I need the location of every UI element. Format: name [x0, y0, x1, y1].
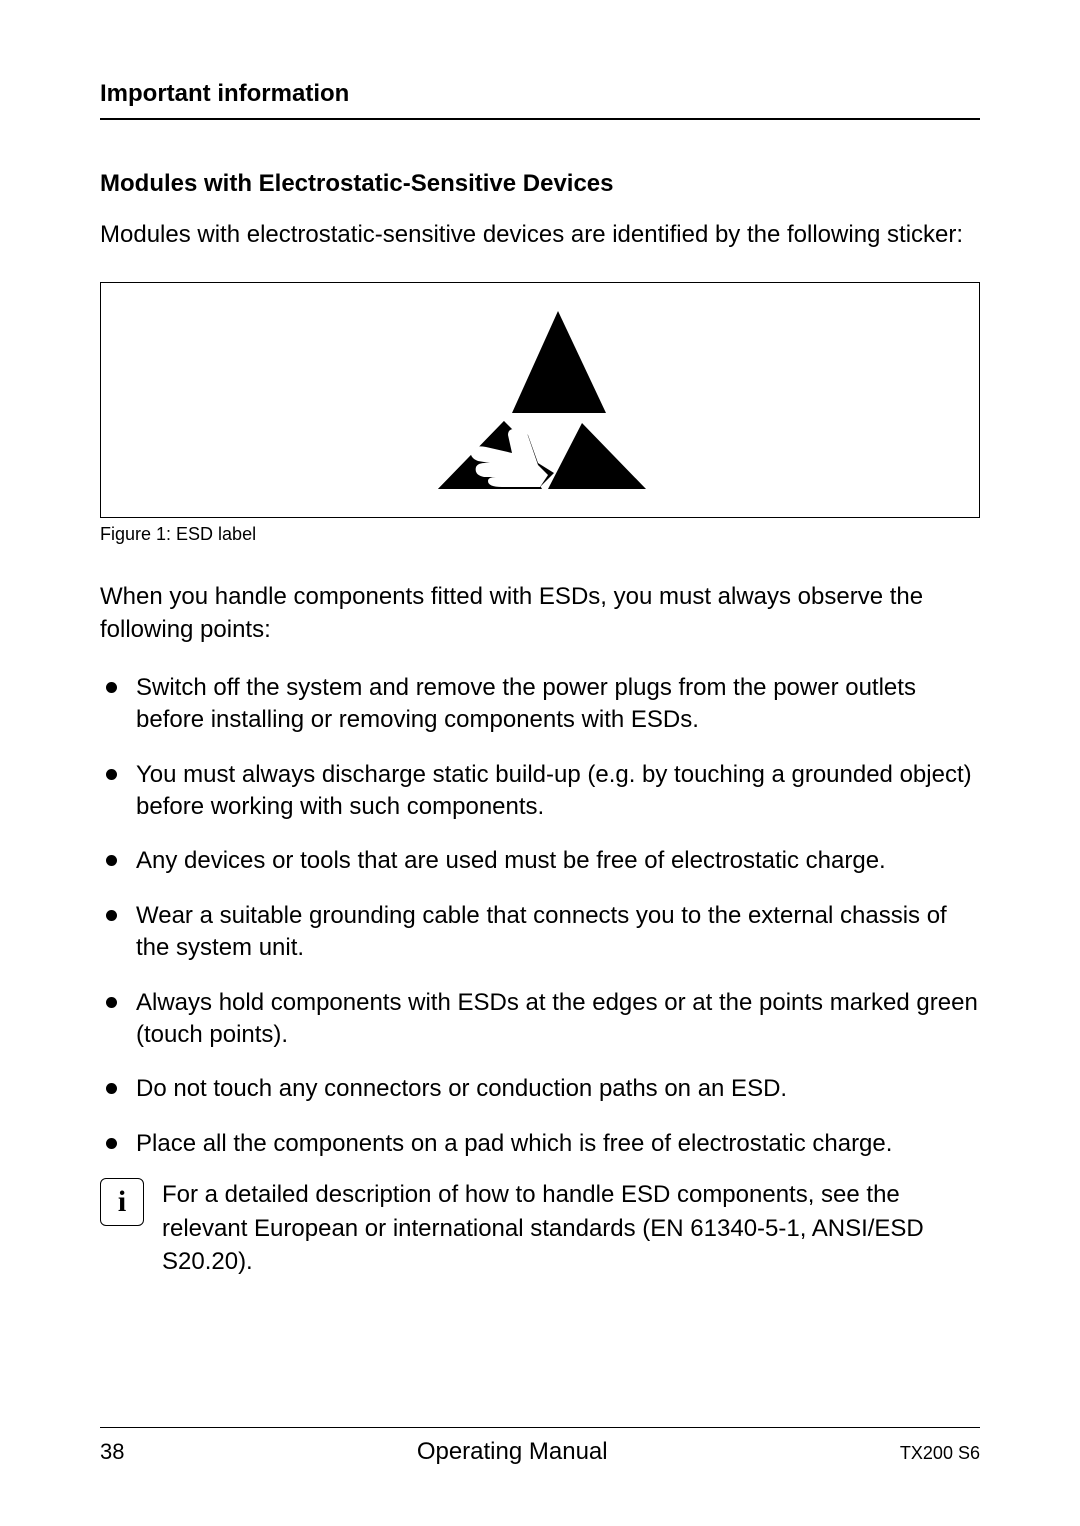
footer-model: TX200 S6: [900, 1443, 980, 1464]
bullet-lead-in: When you handle components fitted with E…: [100, 580, 980, 647]
footer-manual-title: Operating Manual: [417, 1438, 608, 1466]
page-footer: 38 Operating Manual TX200 S6: [100, 1427, 980, 1466]
section-intro-text: Modules with electrostatic-sensitive dev…: [100, 218, 980, 252]
esd-bullet-list: Switch off the system and remove the pow…: [100, 672, 980, 1160]
figure-container: [100, 282, 980, 518]
info-note: i For a detailed description of how to h…: [100, 1178, 980, 1279]
list-item: Place all the components on a pad which …: [100, 1128, 980, 1160]
info-note-text: For a detailed description of how to han…: [162, 1178, 980, 1279]
list-item: You must always discharge static build-u…: [100, 759, 980, 824]
info-icon: i: [100, 1178, 144, 1226]
list-item: Do not touch any connectors or conductio…: [100, 1073, 980, 1105]
list-item: Wear a suitable grounding cable that con…: [100, 900, 980, 965]
list-item: Any devices or tools that are used must …: [100, 845, 980, 877]
list-item: Switch off the system and remove the pow…: [100, 672, 980, 737]
esd-label-icon: [420, 305, 660, 495]
figure-caption: Figure 1: ESD label: [100, 524, 980, 545]
section-heading: Modules with Electrostatic-Sensitive Dev…: [100, 170, 980, 198]
list-item: Always hold components with ESDs at the …: [100, 987, 980, 1052]
page-header-title: Important information: [100, 80, 980, 120]
footer-page-number: 38: [100, 1439, 124, 1465]
